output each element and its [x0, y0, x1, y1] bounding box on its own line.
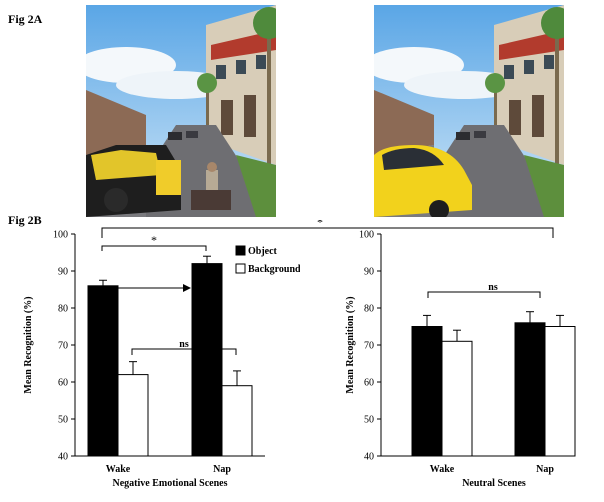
y-tick-label: 90 [364, 267, 374, 278]
bars [411, 311, 576, 457]
fig-2a-label: Fig 2A [8, 12, 43, 26]
x-ticks: Wake Nap [430, 464, 555, 475]
chart-negative-emotional: 40 50 60 70 80 90 100 Mean Recognition (%) Wak… [23, 230, 300, 490]
y-tick-label: 50 [364, 415, 374, 426]
x-axis-label: Neutral Scenes [462, 478, 526, 489]
y-tick-label: 70 [364, 341, 374, 352]
x-axis-label: Negative Emotional Scenes [113, 478, 228, 489]
bar-object-wake [411, 326, 443, 457]
x-tick-label: Nap [536, 464, 554, 475]
arrowhead [183, 284, 191, 292]
significance-ns-background: ns [179, 339, 189, 350]
x-ticks: Wake Nap [106, 464, 232, 475]
bar-background-nap [221, 385, 253, 457]
significance-star-object: * [151, 233, 157, 247]
significance-bracket-neutral [427, 291, 541, 298]
y-tick-label: 50 [58, 415, 68, 426]
negative-scene-photo [86, 5, 276, 217]
significance-bracket-background [131, 348, 237, 355]
y-axis-label: Mean Recognition (%) [23, 296, 34, 393]
bar-background-wake [441, 340, 473, 457]
bar-background-nap [544, 326, 576, 457]
significance-bracket-object [101, 245, 207, 251]
y-axis-label: Mean Recognition (%) [345, 296, 356, 393]
y-tick-label: 40 [364, 452, 374, 463]
y-tick-label: 100 [53, 230, 68, 241]
legend-swatch-background [235, 263, 246, 274]
y-tick-label: 100 [359, 230, 374, 241]
y-tick-label: 80 [364, 304, 374, 315]
chart-neutral: 40 50 60 70 80 90 100 Mean Recognition (%) Wak… [345, 230, 576, 489]
x-tick-label: Wake [106, 464, 131, 475]
cross-significance-star: * [317, 220, 323, 229]
significance-ns-neutral: ns [488, 282, 498, 293]
y-ticks: 40 50 60 70 80 90 100 [53, 230, 75, 463]
x-tick-label: Wake [430, 464, 455, 475]
y-tick-label: 80 [58, 304, 68, 315]
bar-object-wake [87, 285, 119, 457]
y-tick-label: 70 [58, 341, 68, 352]
y-ticks: 40 50 60 70 80 90 100 [359, 230, 381, 463]
bar-object-nap [191, 263, 223, 457]
legend-swatch-object [235, 245, 246, 256]
x-tick-label: Nap [213, 464, 231, 475]
cross-panel-bracket: * [101, 220, 554, 238]
legend-label-object: Object [248, 246, 278, 257]
y-tick-label: 40 [58, 452, 68, 463]
y-tick-label: 90 [58, 267, 68, 278]
y-tick-label: 60 [58, 378, 68, 389]
bar-background-wake [117, 374, 149, 457]
bar-object-nap [514, 322, 546, 457]
fig-2b-label: Fig 2B [8, 213, 42, 227]
legend-label-background: Background [248, 264, 300, 275]
y-tick-label: 60 [364, 378, 374, 389]
bars [87, 255, 253, 457]
neutral-scene-photo [374, 5, 564, 217]
